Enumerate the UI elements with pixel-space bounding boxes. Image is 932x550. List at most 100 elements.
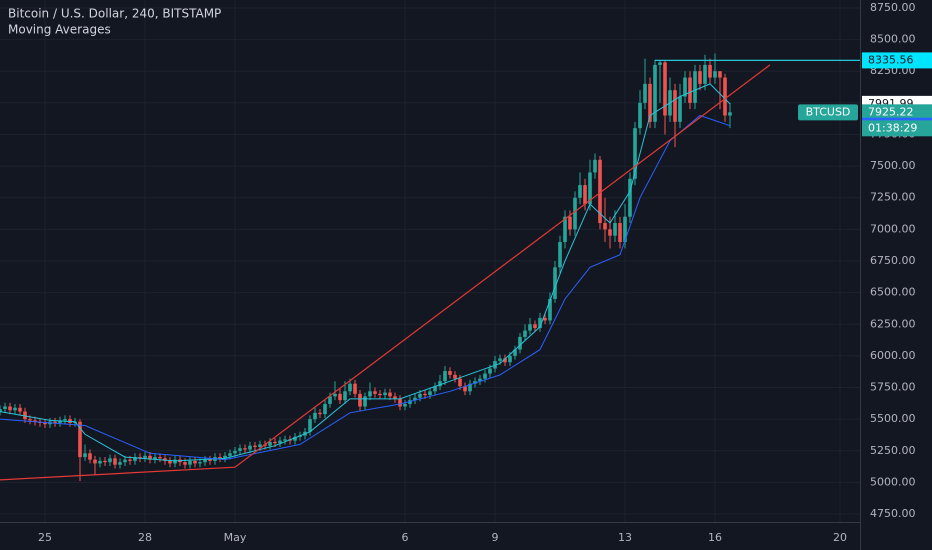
candle-body — [138, 457, 142, 459]
candle-body — [498, 358, 502, 361]
chart-title: Bitcoin / U.S. Dollar, 240, BITSTAMP — [8, 7, 221, 21]
candle-body — [503, 358, 507, 363]
candle-body — [558, 242, 562, 268]
candle-body — [323, 403, 327, 415]
candle-body — [203, 459, 207, 463]
candle-body — [328, 396, 332, 404]
candle-body — [3, 406, 7, 410]
candle-body — [553, 267, 557, 299]
candle-body — [233, 450, 237, 454]
price-tag — [862, 104, 932, 121]
trend-line — [234, 64, 771, 468]
candle-body — [308, 419, 312, 432]
candle-body — [313, 412, 317, 420]
candle-body — [703, 64, 707, 84]
candle-body — [148, 455, 152, 460]
candle-body — [338, 393, 342, 401]
candle-body — [373, 391, 377, 394]
candle-body — [78, 421, 82, 458]
candle-body — [353, 383, 357, 394]
candle-body — [273, 441, 277, 444]
candle-body — [333, 393, 337, 397]
y-tick-label: 4750.00 — [870, 507, 916, 520]
price-tag — [862, 52, 932, 69]
candle-body — [633, 128, 637, 179]
candle-body — [438, 381, 442, 387]
candle-body — [598, 159, 602, 224]
candle-body — [588, 172, 592, 205]
candle-body — [183, 462, 187, 465]
candle-body — [188, 460, 192, 465]
candle-body — [398, 398, 402, 407]
candle-body — [713, 71, 717, 78]
candle-body — [293, 436, 297, 441]
candle-body — [123, 459, 127, 463]
candle-body — [613, 223, 617, 236]
candle-body — [458, 378, 462, 387]
candle-body — [593, 159, 597, 173]
candle-body — [168, 460, 172, 464]
candle-body — [573, 197, 577, 230]
candle-body — [283, 439, 287, 441]
candle-body — [688, 77, 692, 103]
candle-body — [238, 448, 242, 451]
candle-body — [318, 412, 322, 415]
candle-body — [578, 185, 582, 198]
candle-body — [448, 371, 452, 375]
candle-body — [428, 391, 432, 396]
candle-body — [88, 453, 92, 460]
candle-body — [368, 391, 372, 397]
candle-body — [248, 445, 252, 450]
candle-body — [98, 460, 102, 464]
candle-body — [643, 83, 647, 103]
candle-body — [508, 355, 512, 363]
candle-body — [423, 393, 427, 396]
candle-body — [393, 396, 397, 399]
symbol-tag — [798, 104, 858, 121]
candle-body — [0, 409, 2, 412]
candle-body — [418, 393, 422, 398]
x-tick-label: May — [224, 531, 247, 544]
candle-body — [153, 457, 157, 460]
candle-body — [628, 178, 632, 217]
candle-body — [658, 62, 662, 65]
candle-body — [453, 374, 457, 379]
candle-body — [568, 216, 572, 230]
candle-body — [728, 112, 732, 116]
candle-body — [63, 419, 67, 421]
x-tick-label: 13 — [618, 531, 632, 544]
candle-body — [223, 455, 227, 459]
candle-body — [478, 378, 482, 382]
candle-body — [23, 411, 27, 420]
y-tick-label: 5500.00 — [870, 412, 916, 425]
candle-body — [648, 83, 652, 122]
y-tick-label: 7250.00 — [870, 191, 916, 204]
candle-body — [208, 459, 212, 461]
moving-average — [0, 83, 731, 462]
candle-body — [378, 393, 382, 396]
candle-body — [8, 406, 12, 411]
candle-body — [563, 216, 567, 243]
candle-body — [193, 460, 197, 464]
candle-body — [53, 421, 57, 423]
candle-body — [663, 62, 667, 116]
candle-body — [198, 462, 202, 464]
candle-body — [443, 371, 447, 382]
candle-body — [513, 349, 517, 356]
candle-body — [133, 457, 137, 461]
candle-body — [143, 455, 147, 459]
moving-average — [0, 114, 731, 461]
candle-body — [548, 298, 552, 321]
y-tick-label: 6750.00 — [870, 254, 916, 267]
candle-body — [673, 90, 677, 122]
candle-body — [243, 448, 247, 450]
candle-body — [13, 407, 17, 411]
candle-body — [583, 185, 587, 205]
price-tag-label: 7925.22 — [868, 105, 914, 118]
candle-body — [268, 441, 272, 446]
candle-body — [33, 420, 37, 422]
y-tick-label: 5250.00 — [870, 444, 916, 457]
